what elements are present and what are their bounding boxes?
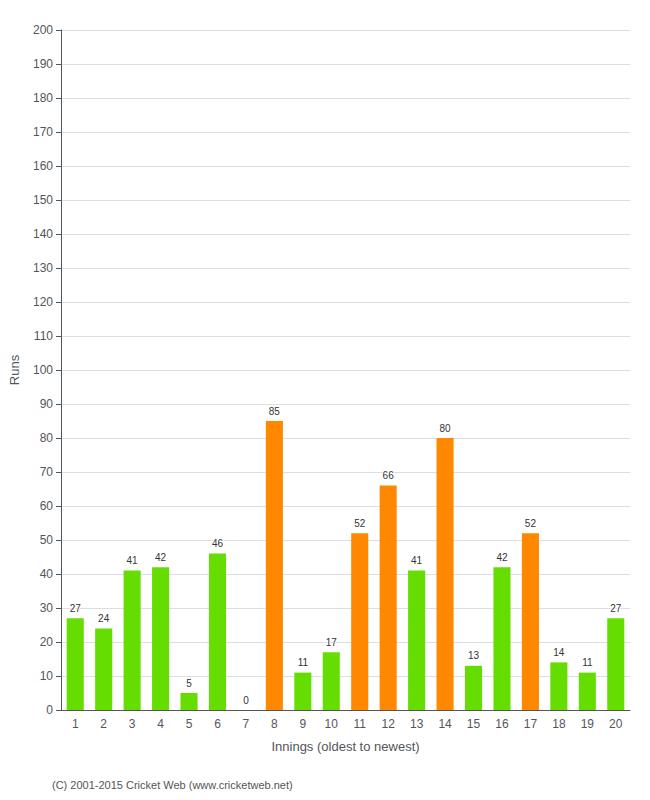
svg-text:90: 90 (40, 397, 54, 411)
svg-text:8: 8 (271, 717, 278, 731)
svg-text:42: 42 (496, 552, 508, 563)
svg-text:30: 30 (40, 601, 54, 615)
svg-text:2: 2 (100, 717, 107, 731)
svg-text:66: 66 (383, 470, 395, 481)
svg-text:14: 14 (438, 717, 452, 731)
svg-text:70: 70 (40, 465, 54, 479)
svg-text:0: 0 (46, 703, 53, 717)
svg-text:52: 52 (354, 518, 366, 529)
svg-text:170: 170 (33, 125, 53, 139)
svg-text:18: 18 (552, 717, 566, 731)
svg-text:180: 180 (33, 91, 53, 105)
svg-text:5: 5 (186, 717, 193, 731)
svg-text:85: 85 (269, 406, 281, 417)
svg-text:80: 80 (40, 431, 54, 445)
svg-text:17: 17 (524, 717, 538, 731)
svg-text:100: 100 (33, 363, 53, 377)
svg-text:24: 24 (98, 613, 110, 624)
svg-text:41: 41 (127, 555, 139, 566)
svg-text:Innings (oldest to newest): Innings (oldest to newest) (271, 739, 419, 754)
svg-text:0: 0 (243, 695, 249, 706)
svg-text:9: 9 (299, 717, 306, 731)
svg-text:10: 10 (40, 669, 54, 683)
svg-text:16: 16 (495, 717, 509, 731)
svg-text:11: 11 (582, 657, 593, 668)
svg-text:10: 10 (325, 717, 339, 731)
svg-text:4: 4 (157, 717, 164, 731)
svg-text:60: 60 (40, 499, 54, 513)
svg-text:52: 52 (525, 518, 537, 529)
svg-text:11: 11 (298, 657, 309, 668)
svg-text:27: 27 (610, 603, 622, 614)
svg-text:130: 130 (33, 261, 53, 275)
svg-text:6: 6 (214, 717, 221, 731)
svg-text:120: 120 (33, 295, 53, 309)
svg-text:110: 110 (34, 329, 53, 343)
svg-text:46: 46 (212, 538, 224, 549)
svg-text:11: 11 (353, 717, 366, 731)
svg-text:13: 13 (410, 717, 424, 731)
svg-text:17: 17 (326, 637, 338, 648)
svg-text:80: 80 (440, 423, 452, 434)
svg-text:160: 160 (33, 159, 53, 173)
svg-text:3: 3 (129, 717, 136, 731)
svg-text:20: 20 (40, 635, 54, 649)
svg-text:140: 140 (33, 227, 53, 241)
svg-text:40: 40 (40, 567, 54, 581)
svg-text:1: 1 (72, 717, 79, 731)
svg-text:190: 190 (33, 57, 53, 71)
svg-text:19: 19 (581, 717, 595, 731)
svg-text:5: 5 (186, 678, 192, 689)
svg-text:13: 13 (468, 650, 480, 661)
svg-text:41: 41 (411, 555, 423, 566)
svg-text:12: 12 (381, 717, 395, 731)
svg-text:50: 50 (40, 533, 54, 547)
svg-text:Runs: Runs (7, 354, 22, 385)
svg-text:7: 7 (243, 717, 250, 731)
svg-text:200: 200 (33, 23, 53, 37)
svg-text:27: 27 (70, 603, 82, 614)
svg-text:20: 20 (609, 717, 623, 731)
svg-text:(C) 2001-2015 Cricket Web (www: (C) 2001-2015 Cricket Web (www.cricketwe… (52, 779, 293, 791)
svg-text:42: 42 (155, 552, 167, 563)
svg-text:15: 15 (467, 717, 481, 731)
svg-text:150: 150 (33, 193, 53, 207)
svg-text:14: 14 (553, 647, 565, 658)
